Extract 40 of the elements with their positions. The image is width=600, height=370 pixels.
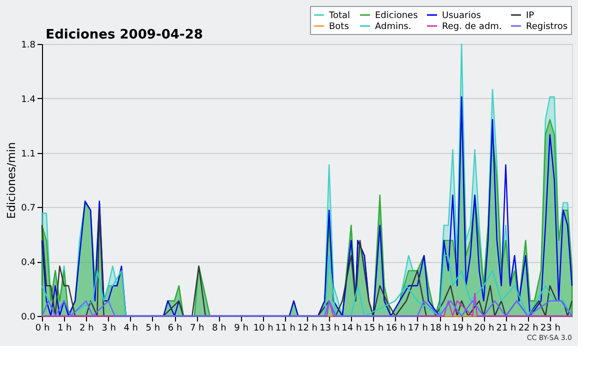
legend-label: Reg. de adm. <box>442 22 502 32</box>
x-tick-label: 23 h <box>540 324 560 334</box>
legend-label: Admins. <box>375 22 412 32</box>
x-tick-label: 9 h <box>234 324 248 334</box>
x-tick-label: 5 h <box>146 324 160 334</box>
legend-label: Registros <box>526 22 568 32</box>
y-tick-label: 1.8 <box>21 40 36 50</box>
x-tick-label: 7 h <box>190 324 204 334</box>
x-tick-label: 19 h <box>452 324 472 334</box>
y-axis-title: Ediciones/min <box>5 142 18 219</box>
legend-label: Bots <box>329 22 350 32</box>
legend-label: IP <box>526 11 535 21</box>
x-tick-label: 6 h <box>168 324 182 334</box>
y-tick-label: 1.1 <box>21 149 36 160</box>
legend-label: Usuarios <box>442 11 482 21</box>
x-tick-label: 8 h <box>212 324 226 334</box>
x-tick-label: 17 h <box>408 324 428 334</box>
x-tick-label: 12 h <box>297 324 318 334</box>
x-tick-label: 10 h <box>253 324 274 334</box>
legend-label: Total <box>328 11 350 21</box>
x-tick-label: 13 h <box>320 324 340 334</box>
x-tick-label: 3 h <box>102 324 116 334</box>
y-tick-label: 0.4 <box>21 258 36 268</box>
x-tick-label: 1 h <box>57 324 72 334</box>
chart-title: Ediciones 2009-04-28 <box>46 28 203 42</box>
x-tick-label: 4 h <box>124 324 138 334</box>
x-tick-label: 14 h <box>342 324 362 334</box>
x-tick-label: 16 h <box>386 324 406 334</box>
y-tick-label: 0.0 <box>21 312 36 322</box>
x-tick-label: 21 h <box>496 324 516 334</box>
legend-label: Ediciones <box>375 11 418 21</box>
x-tick-label: 15 h <box>364 324 384 334</box>
x-tick-label: 0 h <box>35 324 50 334</box>
x-tick-label: 2 h <box>80 324 94 334</box>
x-tick-label: 20 h <box>474 324 494 334</box>
x-tick-label: 22 h <box>518 324 538 334</box>
y-tick-label: 1.4 <box>21 94 36 105</box>
x-tick-label: 18 h <box>430 324 450 334</box>
y-tick-label: 0.7 <box>21 204 36 214</box>
x-tick-label: 11 h <box>275 324 296 334</box>
